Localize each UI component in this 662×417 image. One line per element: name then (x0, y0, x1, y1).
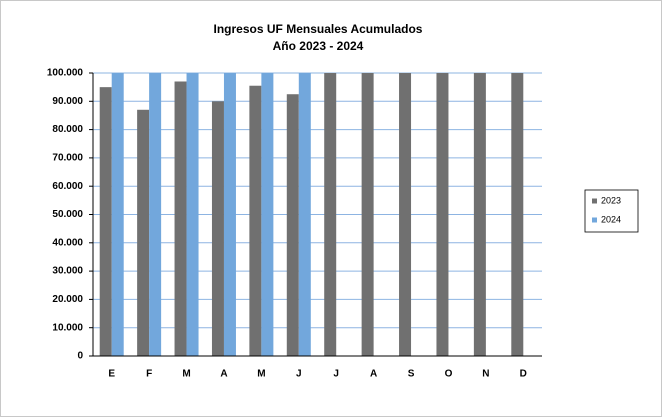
bar (137, 109, 150, 356)
bar (324, 73, 337, 356)
x-tick-label: F (146, 369, 152, 380)
bar (511, 73, 524, 356)
y-tick-label: 40.000 (52, 237, 83, 248)
x-tick-label: M (257, 369, 265, 380)
x-tick-label: O (445, 369, 453, 380)
bar (436, 73, 449, 356)
bar (211, 101, 224, 356)
x-tick-label: J (333, 369, 339, 380)
chart-subtitle: Año 2023 - 2024 (273, 39, 364, 53)
y-tick-label: 60.000 (52, 181, 83, 192)
bar (99, 87, 112, 357)
x-tick-label: S (408, 369, 415, 380)
y-tick-label: 70.000 (52, 153, 83, 164)
y-tick-label: 0 (77, 351, 83, 362)
bar (473, 73, 486, 356)
bar (174, 81, 187, 357)
legend-label: 2023 (601, 195, 621, 205)
bar (286, 94, 299, 356)
bar (223, 73, 236, 356)
y-tick-label: 10.000 (52, 322, 83, 333)
bar (361, 73, 374, 356)
x-tick-label: M (182, 369, 190, 380)
y-tick-label: 90.000 (52, 96, 83, 107)
bar (399, 73, 412, 356)
bar (186, 73, 199, 356)
bar (111, 73, 124, 356)
x-tick-label: J (296, 369, 302, 380)
bar (149, 73, 162, 356)
y-tick-label: 20.000 (52, 294, 83, 305)
bar (261, 73, 274, 356)
y-tick-label: 50.000 (52, 209, 83, 220)
y-tick-label: 30.000 (52, 266, 83, 277)
x-tick-label: D (520, 369, 527, 380)
x-tick-label: A (370, 369, 377, 380)
y-tick-label: 100.000 (47, 68, 84, 79)
legend-swatch (592, 217, 597, 223)
x-tick-label: N (482, 369, 489, 380)
x-tick-label: E (108, 369, 115, 380)
bar (298, 73, 311, 356)
x-tick-label: A (220, 369, 227, 380)
y-tick-label: 80.000 (52, 124, 83, 135)
legend-label: 2024 (601, 214, 621, 224)
legend-box (584, 189, 639, 233)
bar (249, 85, 262, 357)
legend-swatch (592, 198, 597, 204)
chart-title: Ingresos UF Mensuales Acumulados (214, 22, 423, 36)
